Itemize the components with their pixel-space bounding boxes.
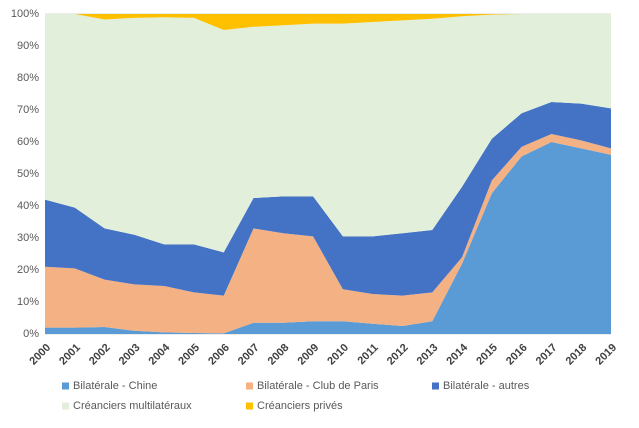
legend-label: Créanciers multilatéraux	[73, 400, 192, 412]
x-tick-label: 2013	[415, 342, 441, 368]
legend-swatch	[62, 382, 69, 390]
legend-label: Créanciers privés	[257, 400, 343, 412]
x-tick-label: 2001	[57, 342, 83, 368]
y-tick-label: 10%	[17, 296, 39, 308]
y-tick-label: 40%	[17, 200, 39, 212]
x-tick-label: 2006	[206, 342, 232, 368]
x-tick-label: 2003	[117, 342, 143, 368]
legend-label: Bilatérale - autres	[443, 380, 530, 392]
areas	[45, 14, 611, 334]
area	[45, 134, 611, 334]
x-tick-label: 2009	[295, 342, 321, 368]
y-tick-label: 20%	[17, 264, 39, 276]
area	[45, 14, 611, 253]
area	[45, 14, 611, 30]
y-tick-label: 30%	[17, 232, 39, 244]
legend-swatch	[246, 382, 253, 390]
legend-swatch	[62, 402, 69, 410]
y-tick-label: 70%	[17, 104, 39, 116]
x-tick-label: 2000	[27, 342, 53, 368]
legend-swatch	[246, 402, 253, 410]
y-tick-label: 90%	[17, 40, 39, 52]
x-tick-label: 2018	[564, 342, 590, 368]
x-tick-label: 2008	[266, 342, 292, 368]
area	[45, 102, 611, 296]
x-tick-label: 2019	[593, 342, 619, 368]
y-tick-label: 100%	[11, 8, 39, 20]
x-tick-label: 2014	[444, 341, 470, 367]
y-tick-label: 60%	[17, 136, 39, 148]
x-tick-label: 2005	[176, 342, 202, 368]
legend-swatch	[432, 382, 439, 390]
x-tick-label: 2010	[325, 342, 351, 368]
x-tick-label: 2015	[474, 342, 500, 368]
y-tick-label: 0%	[23, 328, 39, 340]
x-tick-label: 2017	[534, 342, 560, 368]
x-tick-label: 2002	[87, 342, 113, 368]
x-tick-label: 2007	[236, 342, 262, 368]
x-tick-label: 2016	[504, 342, 530, 368]
x-tick-label: 2004	[147, 341, 173, 367]
x-tick-label: 2012	[385, 342, 411, 368]
y-tick-label: 50%	[17, 168, 39, 180]
area	[45, 142, 611, 334]
legend-label: Bilatérale - Club de Paris	[257, 380, 379, 392]
legend-label: Bilatérale - Chine	[73, 380, 157, 392]
x-tick-label: 2011	[355, 342, 380, 367]
y-tick-label: 80%	[17, 72, 39, 84]
